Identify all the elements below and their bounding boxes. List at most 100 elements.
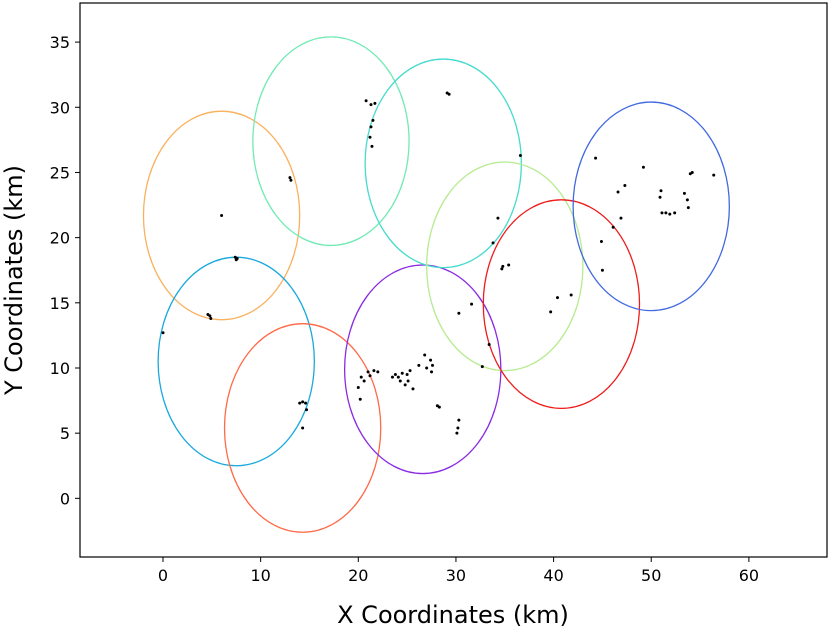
data-point bbox=[288, 176, 292, 180]
data-point bbox=[480, 365, 484, 369]
data-point bbox=[408, 369, 412, 373]
data-point bbox=[359, 375, 363, 379]
data-point bbox=[599, 240, 603, 244]
data-point bbox=[690, 170, 694, 174]
data-point bbox=[398, 379, 402, 383]
data-point bbox=[301, 426, 305, 430]
data-point bbox=[619, 216, 623, 220]
x-tick-label: 50 bbox=[641, 566, 661, 585]
data-point bbox=[289, 178, 293, 182]
y-tick-label: 35 bbox=[50, 33, 70, 52]
data-point bbox=[235, 256, 239, 260]
data-point bbox=[569, 293, 573, 297]
data-point bbox=[405, 373, 409, 377]
data-point bbox=[373, 101, 377, 105]
data-point bbox=[430, 370, 434, 374]
cluster-circle-8 bbox=[482, 199, 641, 410]
cluster-circle-6 bbox=[364, 58, 523, 269]
y-axis-label: Y Coordinates (km) bbox=[0, 165, 28, 396]
data-point bbox=[362, 379, 366, 383]
data-point bbox=[457, 418, 461, 422]
data-point bbox=[456, 426, 460, 430]
x-axis-label: X Coordinates (km) bbox=[337, 601, 569, 629]
data-point bbox=[660, 211, 664, 215]
x-tick-label: 10 bbox=[250, 566, 270, 585]
x-tick-label: 20 bbox=[348, 566, 368, 585]
data-point bbox=[400, 371, 404, 375]
cluster-circle-3 bbox=[223, 323, 382, 533]
data-point bbox=[549, 310, 553, 314]
data-point bbox=[641, 165, 645, 169]
data-point bbox=[496, 216, 500, 220]
data-point bbox=[623, 183, 627, 187]
data-point bbox=[659, 189, 663, 193]
data-point bbox=[406, 379, 410, 383]
data-point bbox=[673, 211, 677, 215]
y-tick-label: 0 bbox=[60, 489, 70, 508]
data-point bbox=[616, 190, 620, 194]
data-point bbox=[429, 358, 433, 362]
cluster-circle-9 bbox=[572, 101, 731, 312]
data-point bbox=[369, 103, 373, 107]
cluster-circle-4 bbox=[252, 36, 410, 247]
data-point bbox=[372, 369, 376, 373]
cluster-circle-7 bbox=[425, 161, 584, 372]
data-point bbox=[611, 225, 615, 229]
data-point bbox=[470, 302, 474, 306]
data-point bbox=[390, 375, 394, 379]
x-tick-label: 0 bbox=[158, 566, 168, 585]
data-point bbox=[208, 314, 212, 318]
data-point bbox=[304, 401, 308, 405]
y-tick-label: 15 bbox=[50, 294, 70, 313]
data-point bbox=[518, 154, 522, 158]
data-point bbox=[305, 408, 309, 412]
x-tick-label: 40 bbox=[543, 566, 563, 585]
data-point bbox=[393, 373, 397, 377]
data-point bbox=[376, 370, 380, 374]
data-point bbox=[425, 366, 429, 370]
y-tick-label: 5 bbox=[60, 424, 70, 443]
data-point bbox=[501, 264, 505, 268]
data-point bbox=[368, 135, 372, 139]
data-point bbox=[371, 118, 375, 122]
data-point bbox=[658, 195, 662, 199]
x-tick-label: 30 bbox=[446, 566, 466, 585]
data-point bbox=[220, 213, 224, 217]
data-point bbox=[356, 386, 360, 390]
data-point bbox=[686, 206, 690, 210]
data-point bbox=[437, 405, 441, 409]
y-tick-label: 10 bbox=[50, 359, 70, 378]
data-point bbox=[668, 212, 672, 216]
y-tick-label: 25 bbox=[50, 163, 70, 182]
x-tick-label: 60 bbox=[739, 566, 759, 585]
data-point bbox=[417, 363, 421, 367]
cluster-circle-1 bbox=[142, 110, 301, 321]
data-point bbox=[366, 370, 370, 374]
data-point bbox=[664, 211, 668, 215]
data-point bbox=[396, 375, 400, 379]
data-point bbox=[358, 397, 362, 401]
data-point bbox=[500, 267, 504, 271]
x-axis-ticks: 0 10 20 30 40 50 60 bbox=[158, 557, 759, 585]
data-points bbox=[161, 91, 716, 435]
data-point bbox=[487, 343, 491, 347]
data-point bbox=[455, 431, 459, 435]
data-point bbox=[712, 173, 716, 177]
data-point bbox=[491, 241, 495, 245]
data-point bbox=[411, 387, 415, 391]
data-point bbox=[370, 144, 374, 148]
data-point bbox=[364, 99, 368, 103]
y-tick-label: 20 bbox=[50, 229, 70, 248]
plot-area bbox=[79, 2, 828, 558]
data-point bbox=[161, 331, 165, 335]
data-point bbox=[209, 316, 213, 320]
data-point bbox=[298, 401, 302, 405]
data-point bbox=[447, 92, 451, 96]
data-point bbox=[431, 363, 435, 367]
y-axis-ticks: 0 5 10 15 20 25 30 35 bbox=[50, 33, 80, 508]
data-point bbox=[594, 156, 598, 160]
y-tick-label: 30 bbox=[50, 98, 70, 117]
data-point bbox=[555, 296, 559, 300]
data-point bbox=[301, 400, 305, 404]
